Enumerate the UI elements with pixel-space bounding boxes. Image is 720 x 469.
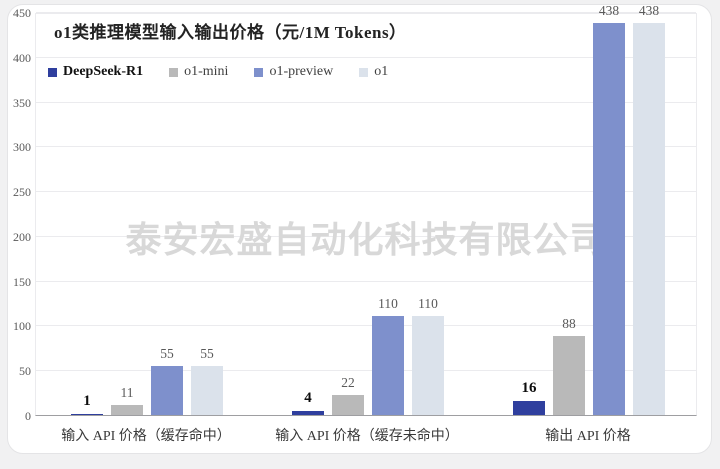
legend-label: o1 <box>374 64 389 79</box>
bar-deepseek-r1-2 <box>513 401 545 415</box>
bar-o1-mini-0 <box>111 405 143 415</box>
plot-area: 泰安宏盛自动化科技有限公司 1 11 55 55 4 22 110 110 16 88 438 438 <box>35 3 697 416</box>
gridline-100 <box>36 325 696 327</box>
bar-value-label: 110 <box>418 296 438 311</box>
x-category-label-2: 输出 API 价格 <box>545 429 631 444</box>
y-tick-label-450: 450 <box>13 6 31 20</box>
bar-value-label: 438 <box>638 3 660 18</box>
gridline-450 <box>36 12 696 13</box>
chart-card: o1类推理模型输入输出价格（元/1M Tokens） DeepSeek-R1 o1… <box>7 3 712 454</box>
bar-group-1: 4 22 110 110 <box>292 296 444 415</box>
bar-value-label: 55 <box>160 346 174 361</box>
y-tick-label-300: 300 <box>13 140 31 155</box>
bar-o1-2 <box>633 23 665 415</box>
bar-wrap: 55 <box>151 346 183 415</box>
bar-wrap: 438 <box>593 3 625 415</box>
gridline-350 <box>36 101 696 103</box>
legend-label: o1-preview <box>269 64 334 79</box>
gridline-200 <box>36 235 696 237</box>
gridline-250 <box>36 191 696 193</box>
bar-value-label: 110 <box>378 296 398 311</box>
x-category-label-0: 输入 API 价格（缓存命中） <box>61 429 231 444</box>
y-tick-label-150: 150 <box>13 274 31 289</box>
bar-wrap: 438 <box>633 3 665 415</box>
bar-o1-mini-2 <box>553 336 585 415</box>
bar-o1-preview-1 <box>372 316 404 415</box>
bar-value-label: 11 <box>120 385 134 400</box>
legend-item-o1-mini: o1-mini <box>169 64 228 80</box>
legend-marker-icon <box>48 67 57 77</box>
legend-label: o1-mini <box>184 64 229 79</box>
y-tick-label-350: 350 <box>13 95 31 110</box>
legend-label: DeepSeek-R1 <box>63 64 144 79</box>
bar-wrap: 11 <box>111 385 143 415</box>
gridline-400 <box>36 56 696 58</box>
bar-wrap: 4 <box>292 390 324 415</box>
y-tick-label-250: 250 <box>13 185 31 200</box>
bar-value-label: 16 <box>521 380 537 396</box>
y-tick-label-200: 200 <box>13 229 31 244</box>
bar-o1-0 <box>191 366 223 415</box>
legend-marker-icon <box>359 67 369 77</box>
legend-marker-icon <box>169 67 179 77</box>
watermark-text: 泰安宏盛自动化科技有限公司 <box>125 219 607 260</box>
y-tick-label-0: 0 <box>25 409 31 423</box>
bar-wrap: 22 <box>332 375 364 415</box>
bar-wrap: 55 <box>191 346 223 415</box>
gridline-300 <box>36 146 696 148</box>
chart-legend: DeepSeek-R1 o1-mini o1-preview o1 <box>48 64 388 80</box>
bar-value-label: 4 <box>304 390 312 406</box>
bar-value-label: 1 <box>83 393 91 409</box>
x-category-label-1: 输入 API 价格（缓存未命中） <box>275 429 459 444</box>
legend-item-o1-preview: o1-preview <box>254 64 333 80</box>
y-axis: 0 50 100 150 200 250 300 350 400 450 <box>8 5 31 453</box>
legend-marker-icon <box>254 67 264 77</box>
y-tick-label-400: 400 <box>13 50 31 65</box>
bar-deepseek-r1-1 <box>292 411 324 415</box>
gridline-150 <box>36 280 696 282</box>
bar-value-label: 88 <box>562 316 576 331</box>
bar-group-2: 16 88 438 438 <box>513 3 665 415</box>
bar-value-label: 438 <box>598 3 620 18</box>
legend-item-deepseek-r1: DeepSeek-R1 <box>48 64 143 80</box>
bar-value-label: 22 <box>341 375 355 390</box>
y-tick-label-100: 100 <box>13 319 31 334</box>
y-tick-label-50: 50 <box>19 364 31 379</box>
gridline-50 <box>36 370 696 372</box>
legend-item-o1: o1 <box>359 64 388 80</box>
chart-title: o1类推理模型输入输出价格（元/1M Tokens） <box>54 23 407 42</box>
bar-group-0: 1 11 55 55 <box>71 346 223 415</box>
bar-o1-preview-2 <box>593 23 625 415</box>
bar-deepseek-r1-0 <box>71 414 103 415</box>
x-axis-labels: 输入 API 价格（缓存命中） 输入 API 价格（缓存未命中） 输出 API 价格 <box>8 425 711 447</box>
bar-wrap: 1 <box>71 393 103 415</box>
bar-o1-1 <box>412 316 444 415</box>
bar-o1-preview-0 <box>151 366 183 415</box>
bar-value-label: 55 <box>200 346 214 361</box>
bar-wrap: 88 <box>553 316 585 415</box>
bar-wrap: 16 <box>513 380 545 415</box>
bar-wrap: 110 <box>412 296 444 415</box>
bar-o1-mini-1 <box>332 395 364 415</box>
bar-wrap: 110 <box>372 296 404 415</box>
